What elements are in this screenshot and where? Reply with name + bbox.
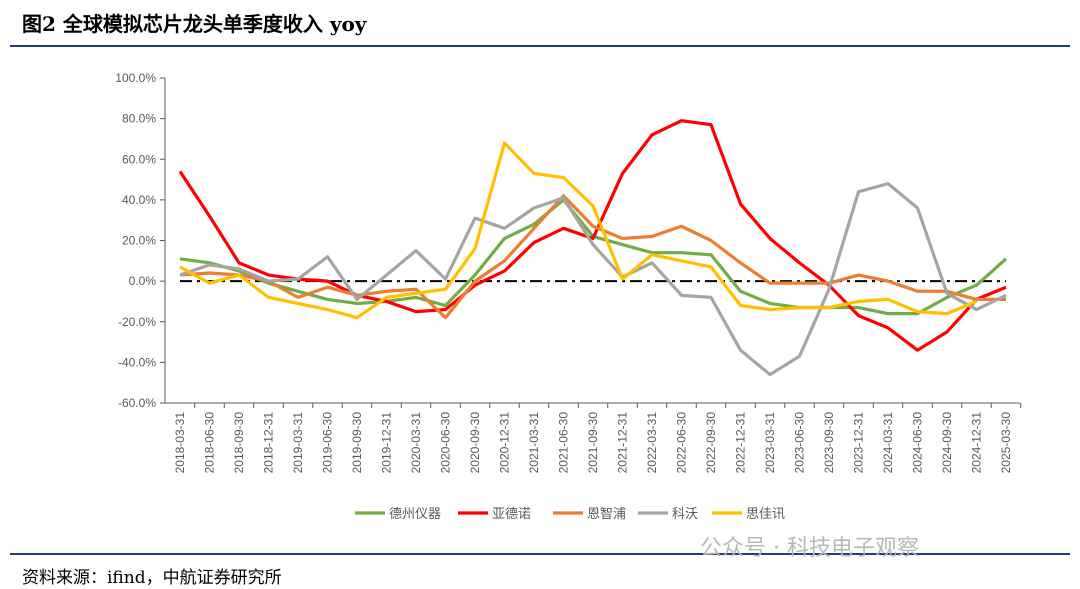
- x-tick-label: 2018-12-31: [262, 412, 276, 474]
- x-tick-label: 2022-09-30: [704, 412, 718, 474]
- x-tick-label: 2019-06-30: [321, 412, 335, 474]
- x-tick-label: 2019-03-31: [291, 412, 305, 474]
- legend-label: 德州仪器: [389, 506, 441, 521]
- x-tick-label: 2021-12-31: [616, 412, 630, 474]
- figure-title: 图2 全球模拟芯片龙头单季度收入 yoy: [22, 12, 367, 36]
- y-tick-label: 20.0%: [122, 234, 156, 248]
- x-tick-label: 2018-03-31: [173, 412, 187, 474]
- y-tick-label: 60.0%: [122, 152, 156, 166]
- x-tick-label: 2024-09-30: [940, 412, 954, 474]
- x-tick-label: 2022-03-31: [645, 412, 659, 474]
- legend-label: 思佳讯: [746, 506, 785, 521]
- x-tick-label: 2023-03-31: [763, 412, 777, 474]
- x-tick-label: 2021-06-30: [557, 412, 571, 474]
- x-tick-label: 2021-03-31: [527, 412, 541, 474]
- source-note: 资料来源：ifind，中航证券研究所: [22, 568, 282, 588]
- watermark: 公众号 · 科技电子观察: [700, 536, 919, 561]
- bottom-rule: [10, 553, 1070, 555]
- y-tick-label: 100.0%: [115, 71, 156, 85]
- x-tick-label: 2020-06-30: [439, 412, 453, 474]
- legend-label: 科沃: [672, 506, 698, 521]
- x-tick-label: 2023-09-30: [822, 412, 836, 474]
- y-tick-label: 0.0%: [129, 274, 157, 288]
- legend-label: 恩智浦: [587, 506, 626, 521]
- x-tick-label: 2023-06-30: [793, 412, 807, 474]
- y-tick-label: 40.0%: [122, 193, 156, 207]
- y-tick-label: 80.0%: [122, 112, 156, 126]
- x-tick-label: 2022-12-31: [734, 412, 748, 474]
- y-tick-label: -40.0%: [118, 355, 156, 369]
- x-tick-label: 2024-06-30: [911, 412, 925, 474]
- x-tick-label: 2022-06-30: [675, 412, 689, 474]
- y-tick-label: -60.0%: [118, 396, 156, 410]
- series-line-1: [178, 119, 1007, 352]
- y-tick-label: -20.0%: [118, 315, 156, 329]
- x-tick-label: 2023-12-31: [852, 412, 866, 474]
- legend-label: 亚德诺: [492, 506, 531, 521]
- x-tick-label: 2021-09-30: [586, 412, 600, 474]
- x-tick-label: 2025-03-30: [999, 412, 1013, 474]
- x-tick-label: 2019-12-31: [380, 412, 394, 474]
- x-tick-label: 2024-03-31: [881, 412, 895, 474]
- x-tick-label: 2020-09-30: [468, 412, 482, 474]
- x-tick-label: 2020-03-31: [409, 412, 423, 474]
- x-tick-label: 2019-09-30: [350, 412, 364, 474]
- x-tick-label: 2018-06-30: [203, 412, 217, 474]
- x-tick-label: 2024-12-31: [970, 412, 984, 474]
- x-tick-label: 2018-09-30: [232, 412, 246, 474]
- top-rule: [10, 45, 1070, 47]
- x-tick-label: 2020-12-31: [498, 412, 512, 474]
- series-line-4: [179, 141, 978, 320]
